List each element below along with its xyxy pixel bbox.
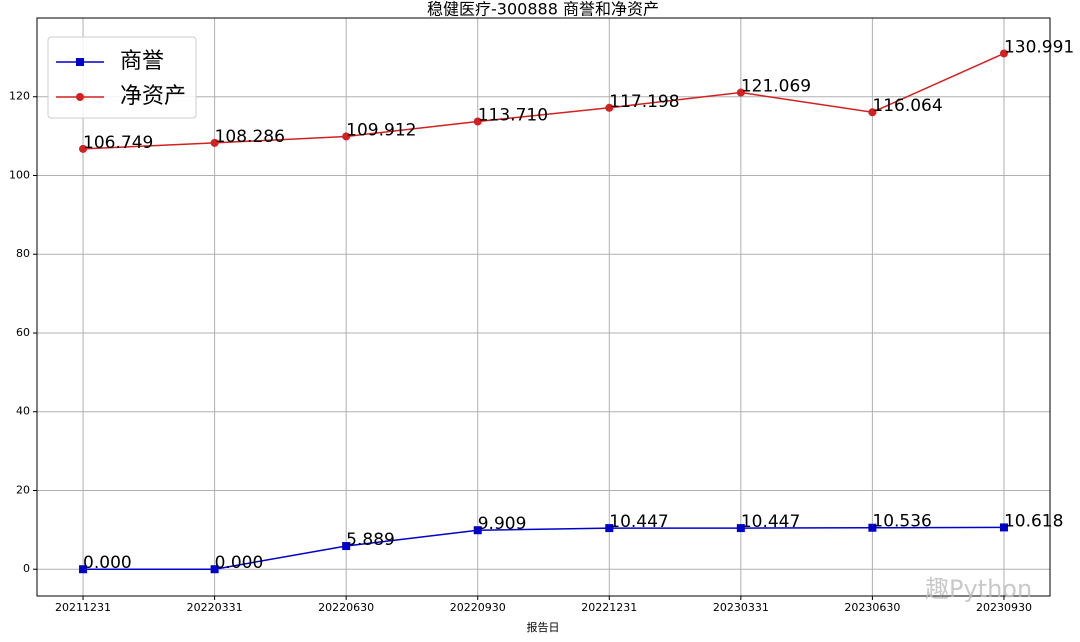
marker: [79, 144, 88, 153]
series-line: [83, 526, 1004, 570]
legend-label: 商誉: [120, 49, 164, 74]
y-tick-label: 60: [16, 326, 30, 339]
marker: [76, 93, 84, 101]
watermark: 趣Python: [925, 575, 1032, 603]
marker: [79, 565, 88, 574]
series-line: [83, 52, 1005, 150]
y-tick-label: 120: [9, 90, 30, 103]
x-tick-label: 20220331: [187, 601, 243, 614]
y-tick-label: 20: [16, 483, 30, 496]
value-label: 117.198: [609, 92, 679, 112]
x-tick-label: 20220630: [318, 601, 374, 614]
marker: [210, 565, 219, 574]
marker: [868, 523, 877, 532]
marker: [473, 117, 482, 126]
value-label: 10.618: [1004, 511, 1063, 531]
marker: [736, 88, 745, 97]
value-label: 9.909: [478, 514, 527, 534]
marker: [868, 108, 877, 117]
y-tick-label: 100: [9, 168, 30, 181]
value-label: 116.064: [872, 96, 942, 116]
value-label: 106.749: [83, 133, 153, 153]
marker: [342, 132, 351, 141]
x-tick-label: 20211231: [55, 601, 111, 614]
value-label: 5.889: [346, 530, 395, 550]
value-label: 108.286: [215, 127, 285, 147]
value-label: 130.991: [1004, 37, 1074, 57]
y-tick-label: 80: [16, 247, 30, 260]
marker: [210, 138, 219, 147]
marker: [999, 523, 1008, 532]
x-tick-label: 20230630: [844, 601, 900, 614]
value-label: 10.447: [741, 512, 800, 532]
value-label: 113.710: [478, 106, 548, 126]
value-label: 10.447: [609, 512, 668, 532]
x-axis-label: 报告日: [527, 620, 560, 634]
value-label: 10.536: [872, 512, 931, 532]
value-label: 121.069: [741, 77, 811, 97]
y-tick-label: 0: [23, 562, 30, 575]
y-tick-label: 40: [16, 405, 30, 418]
marker: [605, 103, 614, 112]
x-tick-label: 20221231: [581, 601, 637, 614]
chart-title: 稳健医疗-300888 商誉和净资产: [427, 0, 659, 19]
value-label: 0.000: [215, 553, 264, 573]
x-tick-label: 20230331: [713, 601, 769, 614]
x-tick-label: 20220930: [450, 601, 506, 614]
marker: [473, 526, 482, 535]
marker: [76, 58, 84, 66]
x-tick-label: 20230930: [976, 601, 1032, 614]
value-label: 0.000: [83, 553, 132, 573]
marker: [342, 542, 351, 551]
value-label: 109.912: [346, 120, 416, 140]
plot-frame: [36, 17, 1051, 597]
marker: [605, 524, 614, 533]
marker: [736, 524, 745, 533]
marker: [999, 49, 1008, 58]
legend-label: 净资产: [120, 84, 186, 109]
